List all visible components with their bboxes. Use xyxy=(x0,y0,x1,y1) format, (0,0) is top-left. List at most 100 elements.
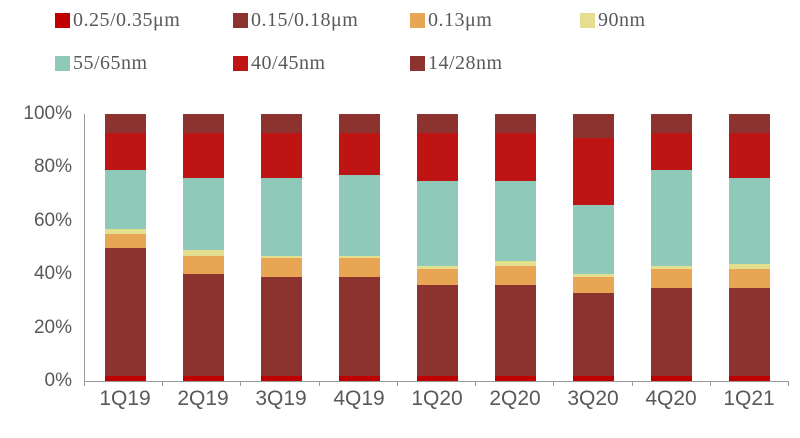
x-axis-tick-label: 1Q21 xyxy=(723,387,775,410)
bar-segment[interactable] xyxy=(182,255,224,275)
bar-segment[interactable] xyxy=(416,132,458,181)
bar-segment[interactable] xyxy=(260,114,302,133)
y-axis-tick-label: 20% xyxy=(33,316,72,338)
bar-segment[interactable] xyxy=(650,114,692,133)
bar-segment[interactable] xyxy=(260,255,302,259)
stacked-bar[interactable] xyxy=(182,114,224,381)
bar-segment[interactable] xyxy=(650,375,692,381)
legend-row-2: 55/65nm 40/45nm 14/28nm xyxy=(0,48,800,88)
legend-swatch-icon xyxy=(233,55,248,71)
bar-segment[interactable] xyxy=(104,228,146,235)
bar-segment[interactable] xyxy=(338,258,380,277)
bar-segment[interactable] xyxy=(572,274,614,277)
bar-segment[interactable] xyxy=(104,132,146,171)
bar-segment[interactable] xyxy=(182,250,224,256)
bar-segment[interactable] xyxy=(182,132,224,179)
x-axis-tickmark xyxy=(631,381,633,386)
bar-group xyxy=(398,114,476,381)
bar-segment[interactable] xyxy=(728,114,770,133)
bar-segment[interactable] xyxy=(104,234,146,248)
bar-segment[interactable] xyxy=(260,375,302,381)
legend-item[interactable]: 40/45nm xyxy=(233,48,326,78)
bar-segment[interactable] xyxy=(728,268,770,288)
x-axis-tick-label: 3Q20 xyxy=(567,387,619,410)
stacked-bar[interactable] xyxy=(494,114,536,381)
bar-segment[interactable] xyxy=(728,263,770,269)
bar-segment[interactable] xyxy=(416,114,458,133)
y-axis-line xyxy=(84,114,85,381)
bar-segment[interactable] xyxy=(572,114,614,139)
legend-item[interactable]: 55/65nm xyxy=(55,48,148,78)
y-axis: 100% 80% 60% 40% 20% 0% xyxy=(0,95,78,395)
bar-segment[interactable] xyxy=(728,375,770,381)
y-axis-tick-label: 100% xyxy=(23,103,72,124)
bar-segment[interactable] xyxy=(650,170,692,267)
bar-segment[interactable] xyxy=(338,375,380,381)
bar-segment[interactable] xyxy=(104,114,146,133)
bar-segment[interactable] xyxy=(494,180,536,261)
bar-segment[interactable] xyxy=(416,266,458,269)
x-axis-tickmark xyxy=(240,381,242,386)
bar-segment[interactable] xyxy=(494,260,536,267)
bar-segment[interactable] xyxy=(572,375,614,381)
stacked-bar[interactable] xyxy=(416,114,458,381)
bar-segment[interactable] xyxy=(650,268,692,288)
x-axis-tickmark xyxy=(553,381,555,386)
bar-segment[interactable] xyxy=(728,132,770,179)
bar-segment[interactable] xyxy=(182,114,224,133)
stacked-bar[interactable] xyxy=(338,114,380,381)
bar-segment[interactable] xyxy=(338,276,380,376)
legend-item[interactable]: 0.25/0.35μm xyxy=(55,5,180,35)
bar-segment[interactable] xyxy=(494,284,536,376)
y-axis-tick-label: 40% xyxy=(33,263,72,285)
legend-item-label: 0.15/0.18μm xyxy=(251,8,359,31)
bar-segment[interactable] xyxy=(572,292,614,376)
bar-segment[interactable] xyxy=(494,114,536,133)
bar-segment[interactable] xyxy=(260,132,302,179)
bar-segment[interactable] xyxy=(182,375,224,381)
x-axis-tick-label: 1Q19 xyxy=(99,387,151,410)
bar-segment[interactable] xyxy=(572,276,614,293)
legend-item-label: 0.25/0.35μm xyxy=(73,8,181,31)
bar-group xyxy=(164,114,242,381)
bar-segment[interactable] xyxy=(338,114,380,133)
bar-segment[interactable] xyxy=(416,284,458,376)
bar-segment[interactable] xyxy=(182,274,224,376)
legend-item[interactable]: 0.15/0.18μm xyxy=(233,5,358,35)
bar-segment[interactable] xyxy=(650,287,692,376)
legend-item[interactable]: 14/28nm xyxy=(410,48,503,78)
bar-segment[interactable] xyxy=(494,132,536,181)
bar-segment[interactable] xyxy=(572,204,614,275)
stacked-bar[interactable] xyxy=(650,114,692,381)
bar-segment[interactable] xyxy=(260,258,302,277)
bar-segment[interactable] xyxy=(494,266,536,285)
bar-segment[interactable] xyxy=(182,178,224,251)
legend-item[interactable]: 0.13μm xyxy=(410,5,492,35)
bar-segment[interactable] xyxy=(104,170,146,229)
bar-segment[interactable] xyxy=(650,132,692,171)
bar-segment[interactable] xyxy=(260,178,302,256)
bar-segment[interactable] xyxy=(338,132,380,176)
chart-legend: 0.25/0.35μm 0.15/0.18μm 0.13μm 90nm 55/65nm… xyxy=(0,0,800,95)
bar-segment[interactable] xyxy=(338,255,380,259)
bar-segment[interactable] xyxy=(416,180,458,267)
x-axis-line xyxy=(84,381,788,382)
bar-segment[interactable] xyxy=(260,276,302,376)
bar-segment[interactable] xyxy=(416,375,458,381)
legend-item[interactable]: 90nm xyxy=(580,5,646,35)
bar-segment[interactable] xyxy=(494,375,536,381)
stacked-bar[interactable] xyxy=(572,114,614,381)
bar-segment[interactable] xyxy=(572,138,614,205)
legend-item-label: 40/45nm xyxy=(251,51,326,74)
bar-segment[interactable] xyxy=(728,287,770,376)
bar-segment[interactable] xyxy=(338,175,380,256)
bar-segment[interactable] xyxy=(416,268,458,285)
bar-segment[interactable] xyxy=(650,266,692,269)
bar-segment[interactable] xyxy=(104,247,146,376)
x-axis-tickmark xyxy=(788,381,789,386)
stacked-bar[interactable] xyxy=(104,114,146,381)
bar-segment[interactable] xyxy=(728,178,770,264)
stacked-bar[interactable] xyxy=(728,114,770,381)
stacked-bar[interactable] xyxy=(260,114,302,381)
bar-segment[interactable] xyxy=(104,375,146,381)
